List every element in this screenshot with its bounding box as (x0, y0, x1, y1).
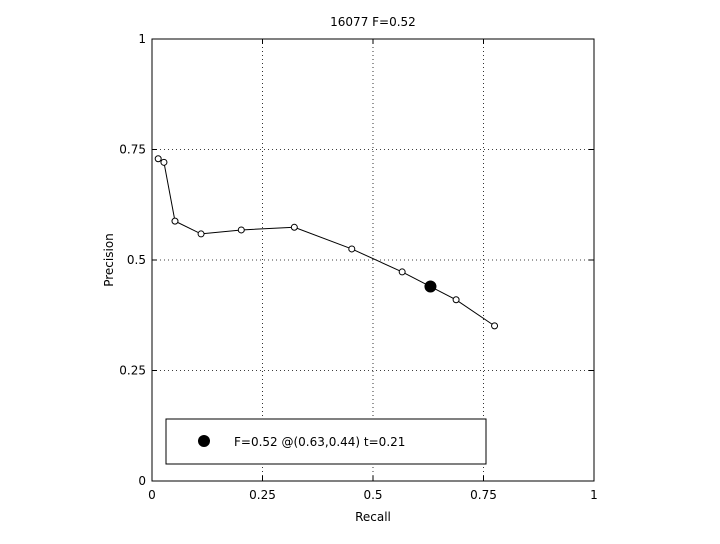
data-point (290, 223, 298, 231)
data-point (348, 245, 356, 253)
y-axis-label: Precision (102, 233, 116, 287)
x-axis-label: Recall (355, 510, 391, 524)
data-point (160, 158, 168, 166)
y-tick-label: 0 (138, 474, 146, 488)
legend-box: F=0.52 @(0.63,0.44) t=0.21 (165, 418, 487, 465)
data-point (197, 230, 205, 238)
data-point (154, 155, 162, 163)
data-point (452, 296, 460, 304)
x-tick-label: 0.5 (363, 488, 382, 502)
data-point (491, 322, 499, 330)
x-tick-label: 1 (590, 488, 598, 502)
data-point (237, 226, 245, 234)
y-tick-label: 0.5 (127, 253, 146, 267)
legend-marker (198, 435, 210, 447)
data-point (398, 268, 406, 276)
y-tick-label: 0.75 (119, 143, 146, 157)
series-line (154, 155, 499, 330)
chart-title: 16077 F=0.52 (330, 15, 416, 29)
x-tick-label: 0.75 (470, 488, 497, 502)
legend-text: F=0.52 @(0.63,0.44) t=0.21 (234, 435, 405, 449)
best-point-layer (424, 280, 437, 293)
axis-ticks: 0 0.25 0.5 0.75 1 0 0.25 0.5 0.75 1 (119, 32, 598, 502)
x-tick-label: 0.25 (249, 488, 276, 502)
data-point (171, 217, 179, 225)
series-polyline (157, 158, 495, 327)
y-tick-label: 1 (138, 32, 146, 46)
y-tick-label: 0.25 (119, 364, 146, 378)
legend-frame (165, 418, 487, 465)
grid-lines (152, 39, 594, 481)
x-tick-label: 0 (148, 488, 156, 502)
best-f-point (424, 280, 437, 293)
